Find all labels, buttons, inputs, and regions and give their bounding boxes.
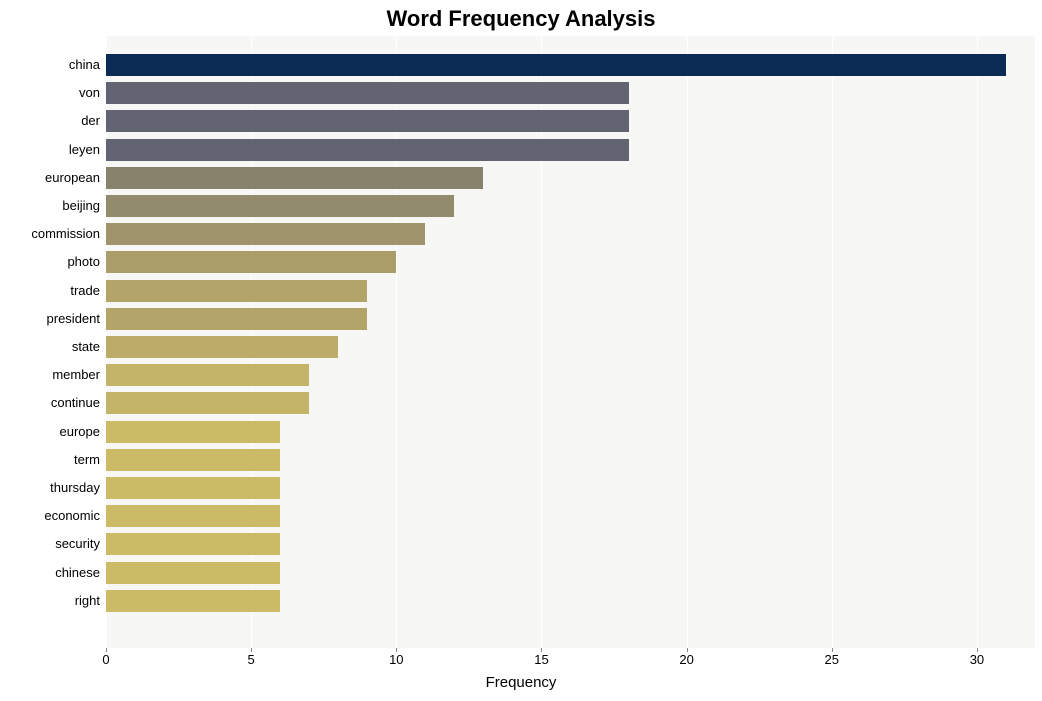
x-tick-label: 5 (248, 652, 255, 667)
bar (106, 533, 280, 555)
bar (106, 195, 454, 217)
x-tick-label: 30 (970, 652, 984, 667)
y-tick-label: member (0, 364, 100, 386)
y-tick-label: economic (0, 505, 100, 527)
x-tick-label: 20 (679, 652, 693, 667)
bar (106, 449, 280, 471)
y-tick-label: term (0, 449, 100, 471)
y-tick-label: leyen (0, 139, 100, 161)
bar (106, 421, 280, 443)
bar (106, 54, 1006, 76)
y-tick-label: right (0, 590, 100, 612)
y-tick-label: china (0, 54, 100, 76)
bar (106, 590, 280, 612)
bar (106, 308, 367, 330)
x-axis-label: Frequency (0, 674, 1042, 691)
y-tick-label: beijing (0, 195, 100, 217)
bar (106, 82, 629, 104)
y-tick-label: chinese (0, 562, 100, 584)
x-tick-label: 25 (825, 652, 839, 667)
grid-line (832, 36, 833, 648)
y-tick-label: commission (0, 223, 100, 245)
bar (106, 110, 629, 132)
bar (106, 139, 629, 161)
bar (106, 223, 425, 245)
y-tick-label: trade (0, 280, 100, 302)
y-tick-label: photo (0, 251, 100, 273)
bar (106, 392, 309, 414)
word-frequency-chart: Word Frequency Analysis Frequency 0 5 10 15… (0, 0, 1042, 701)
chart-title: Word Frequency Analysis (0, 6, 1042, 32)
grid-line (977, 36, 978, 648)
y-tick-label: security (0, 533, 100, 555)
bar (106, 477, 280, 499)
plot-area (106, 36, 1035, 648)
y-tick-label: continue (0, 392, 100, 414)
bar (106, 167, 483, 189)
bar (106, 280, 367, 302)
grid-line (687, 36, 688, 648)
y-tick-label: der (0, 110, 100, 132)
x-tick-label: 0 (102, 652, 109, 667)
y-tick-label: european (0, 167, 100, 189)
y-tick-label: thursday (0, 477, 100, 499)
bar (106, 336, 338, 358)
x-tick-label: 10 (389, 652, 403, 667)
bar (106, 364, 309, 386)
x-tick-label: 15 (534, 652, 548, 667)
y-tick-label: president (0, 308, 100, 330)
bar (106, 505, 280, 527)
y-tick-label: europe (0, 421, 100, 443)
y-tick-label: state (0, 336, 100, 358)
bar (106, 251, 396, 273)
bar (106, 562, 280, 584)
y-tick-label: von (0, 82, 100, 104)
